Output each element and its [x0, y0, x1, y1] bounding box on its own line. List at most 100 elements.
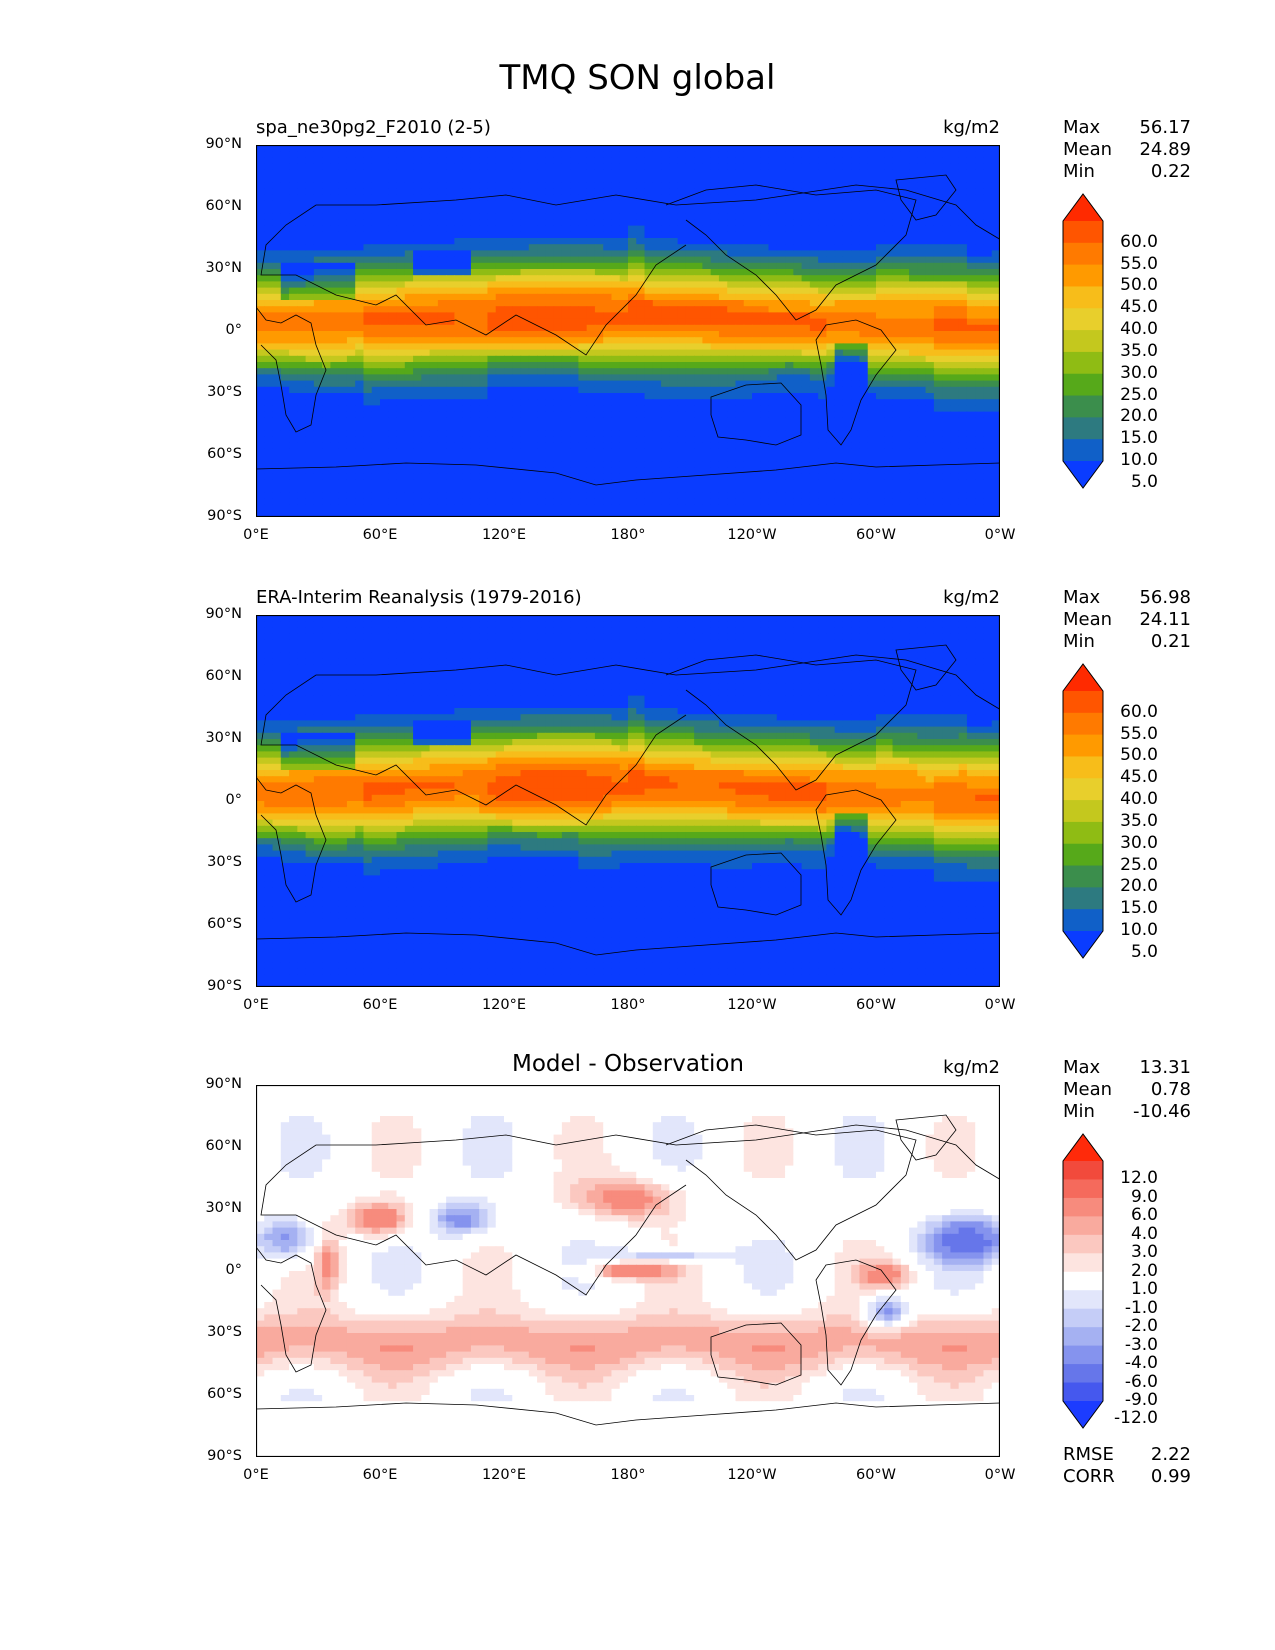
field-cell	[462, 163, 472, 171]
field-cell	[859, 176, 869, 183]
field-cell	[280, 256, 290, 264]
field-cell	[933, 182, 943, 189]
field-cell	[346, 424, 356, 431]
field-cell	[826, 244, 836, 251]
field-cell	[520, 355, 530, 363]
field-cell	[752, 231, 761, 239]
field-cell	[991, 207, 1000, 214]
field-cell	[561, 182, 571, 189]
field-cell	[975, 318, 985, 326]
field-cell	[297, 355, 307, 363]
field-cell	[892, 461, 902, 468]
field-cell	[909, 200, 918, 208]
field-cell	[809, 386, 819, 394]
field-cell	[380, 269, 389, 276]
field-cell	[950, 244, 960, 251]
field-cell	[718, 293, 728, 301]
field-cell	[909, 448, 918, 456]
field-cell	[264, 188, 274, 196]
field-cell	[421, 293, 431, 301]
field-cell	[289, 169, 298, 177]
field-cell	[842, 312, 852, 320]
field-cell	[842, 219, 852, 227]
field-cell	[735, 318, 745, 326]
field-cell	[570, 145, 579, 152]
field-cell	[355, 244, 365, 251]
field-cell	[537, 461, 546, 468]
field-cell	[338, 219, 348, 227]
field-cell	[388, 337, 398, 344]
field-cell	[280, 430, 290, 437]
field-cell	[462, 213, 472, 220]
field-cell	[380, 448, 389, 456]
field-cell	[429, 486, 439, 493]
field-cell	[446, 486, 455, 493]
field-cell	[330, 300, 340, 307]
field-cell	[380, 374, 389, 382]
field-cell	[884, 200, 894, 208]
field-cell	[983, 293, 993, 301]
field-cell	[710, 151, 720, 158]
field-cell	[404, 281, 414, 289]
field-cell	[479, 405, 489, 413]
field-cell	[553, 200, 563, 208]
field-cell	[851, 250, 861, 258]
field-cell	[289, 207, 298, 214]
field-cell	[594, 200, 604, 208]
field-cell	[272, 213, 282, 220]
field-cell	[611, 362, 621, 369]
field-cell	[950, 213, 960, 220]
field-cell	[727, 293, 737, 301]
field-cell	[859, 331, 869, 338]
field-cell	[313, 380, 323, 388]
field-cell	[669, 362, 679, 369]
field-cell	[867, 262, 877, 270]
field-cell	[363, 324, 373, 332]
field-cell	[371, 479, 381, 487]
field-cell	[677, 182, 687, 189]
field-cell	[884, 213, 894, 220]
field-cell	[983, 318, 993, 326]
field-cell	[925, 145, 935, 152]
field-cell	[256, 275, 265, 282]
field-cell	[264, 405, 274, 413]
field-cell	[338, 337, 348, 344]
field-cell	[768, 200, 778, 208]
field-cell	[429, 250, 439, 258]
field-cell	[363, 442, 373, 450]
field-cell	[346, 269, 356, 276]
field-cell	[950, 200, 960, 208]
field-cell	[909, 300, 918, 307]
field-cell	[842, 163, 852, 171]
field-cell	[909, 399, 918, 406]
field-cell	[776, 405, 786, 413]
field-cell	[479, 244, 489, 251]
field-cell	[404, 405, 414, 413]
field-cell	[685, 337, 695, 344]
field-cell	[628, 250, 637, 258]
field-cell	[495, 424, 505, 431]
field-cell	[578, 461, 588, 468]
field-cell	[429, 207, 439, 214]
field-cell	[735, 430, 745, 437]
field-cell	[752, 194, 761, 202]
field-cell	[504, 238, 513, 245]
field-cell	[818, 219, 827, 227]
field-cell	[942, 281, 951, 289]
field-cell	[727, 331, 737, 338]
field-cell	[975, 281, 985, 289]
field-cell	[421, 169, 431, 177]
field-cell	[421, 318, 431, 326]
field-cell	[909, 244, 918, 251]
field-cell	[437, 269, 447, 276]
field-cell	[330, 331, 340, 338]
field-cell	[520, 324, 530, 332]
field-cell	[867, 324, 877, 332]
field-cell	[834, 417, 844, 425]
field-cell	[338, 275, 348, 282]
field-cell	[702, 343, 712, 351]
field-cell	[826, 405, 836, 413]
field-cell	[628, 188, 637, 196]
field-cell	[842, 293, 852, 301]
field-cell	[578, 436, 588, 444]
